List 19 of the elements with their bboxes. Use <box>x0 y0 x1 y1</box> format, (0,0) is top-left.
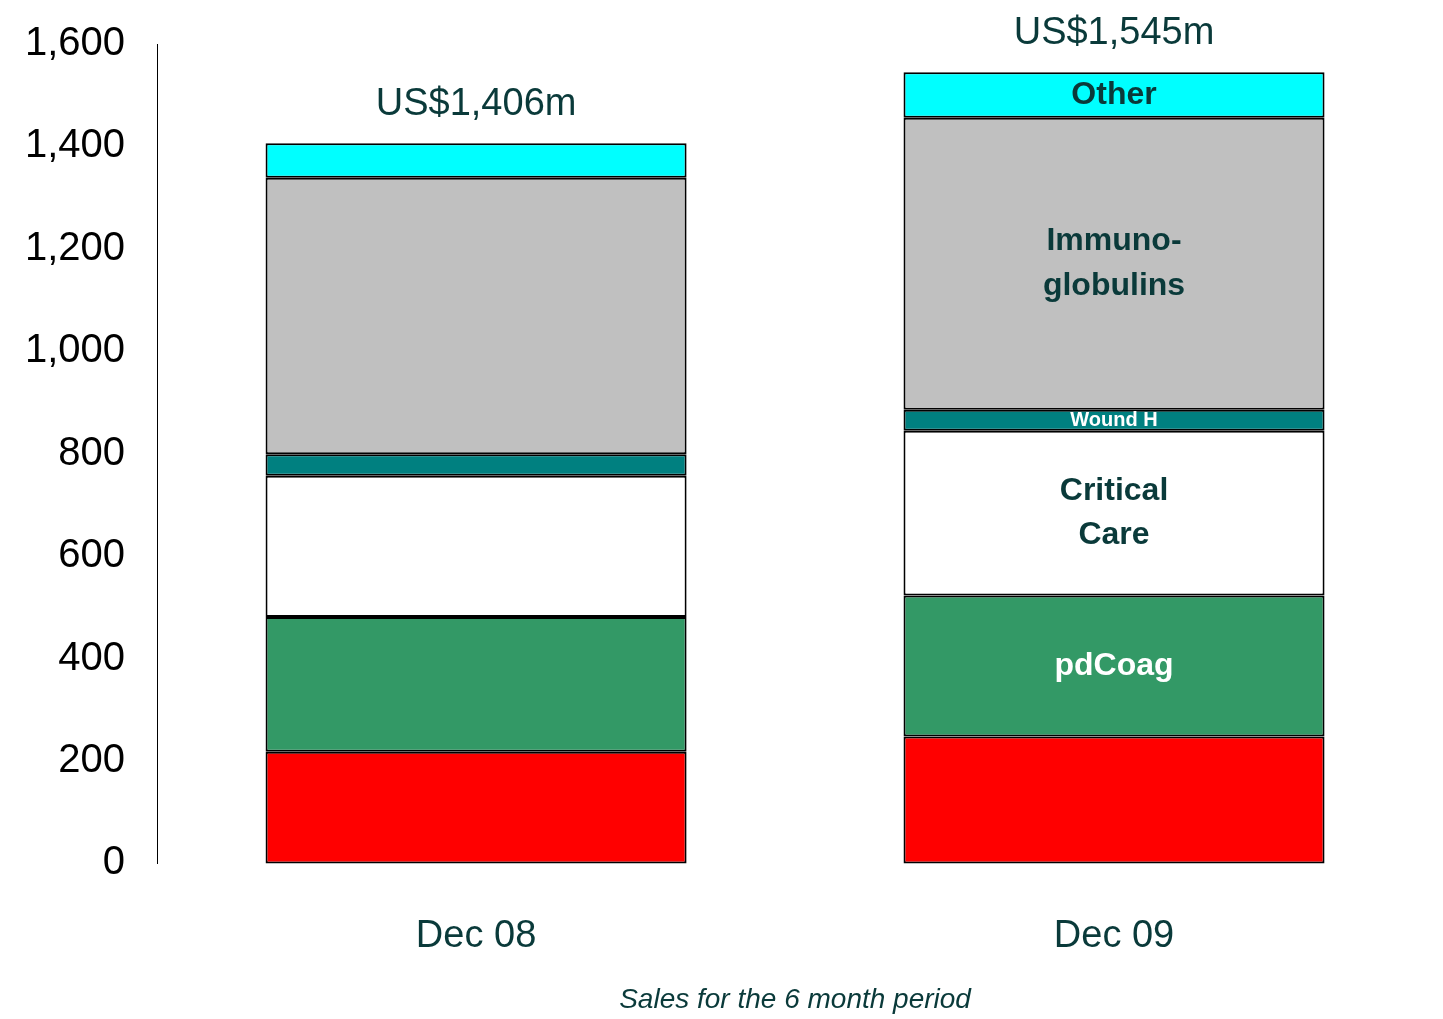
series-label: Critical Care <box>1059 470 1169 552</box>
y-tick-label: 1,600 <box>24 19 126 64</box>
series-label: Wound H <box>1070 407 1158 430</box>
y-tick-label: 400 <box>58 633 126 678</box>
series-label: Immuno-globulins <box>1042 221 1186 302</box>
y-tick-label: 600 <box>58 531 126 576</box>
y-tick-label: 1,000 <box>24 326 126 371</box>
x-tick-label: Dec 09 <box>1053 912 1175 955</box>
series-label: pdCoag <box>1054 645 1174 682</box>
x-tick-label: Dec 08 <box>415 912 537 955</box>
y-tick-label: 200 <box>58 736 126 781</box>
y-tick-label: 800 <box>58 428 126 473</box>
text: Sales for the 6 month period <box>619 982 973 1014</box>
y-tick-label: 1,400 <box>24 121 126 166</box>
total-label: US$1,545m <box>1013 9 1215 52</box>
total-label: US$1,406m <box>375 80 577 123</box>
y-tick-label: 0 <box>102 838 126 883</box>
y-tick-label: 1,200 <box>24 223 126 268</box>
series-label: Other <box>1071 74 1157 111</box>
